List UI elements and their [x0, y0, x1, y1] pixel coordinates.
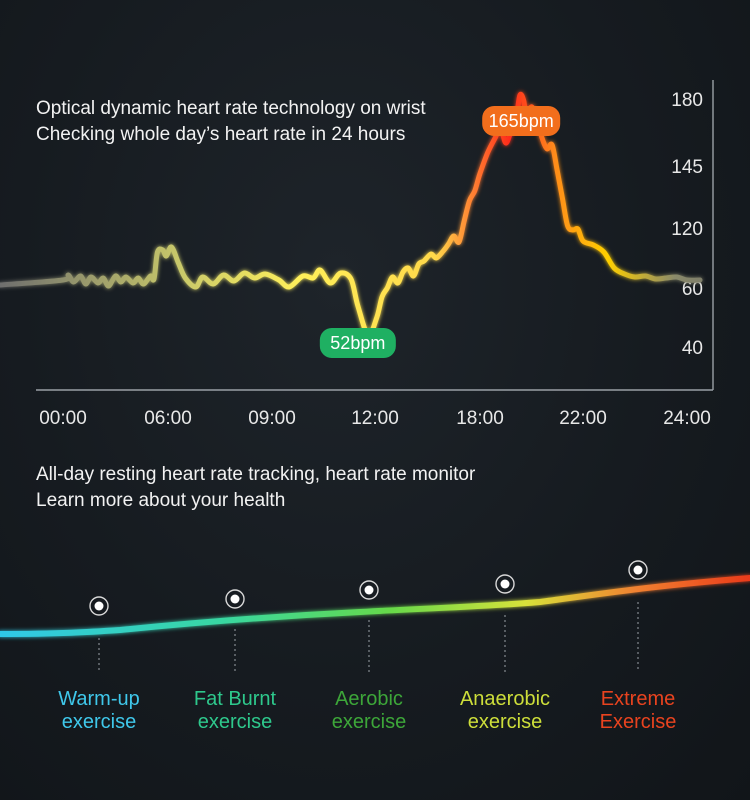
x-tick-label: 06:00	[144, 408, 192, 429]
zone-marker-dot	[633, 565, 643, 575]
x-tick-label: 12:00	[351, 408, 399, 429]
zone-marker-ring	[495, 574, 515, 594]
section-line-1: All-day resting heart rate tracking, hea…	[36, 464, 476, 485]
zone-markers	[89, 560, 648, 672]
annotation-label: 52bpm	[330, 333, 385, 353]
annotation-label: 165bpm	[489, 111, 554, 131]
x-tick-label: 24:00	[663, 408, 711, 429]
zone-label-line-1: Aerobic	[335, 688, 403, 710]
zone-label: Extreme Exercise	[568, 688, 708, 734]
zone-marker-dot	[230, 594, 240, 604]
zone-marker-ring	[89, 596, 109, 616]
chart-axes	[36, 80, 714, 391]
zone-label-line-1: Fat Burnt	[193, 688, 277, 710]
y-tick-label: 40	[682, 338, 703, 359]
zone-label: Fat Burnt exercise	[165, 688, 305, 734]
x-tick-label: 00:00	[39, 408, 87, 429]
y-tick-label: 120	[671, 219, 703, 240]
x-axis-ticks: 00:00 06:00 09:00 12:00 18:00 22:00 24:00	[39, 408, 711, 429]
zone-label: Warm-up exercise	[29, 688, 169, 734]
chart-headline: Optical dynamic heart rate technology on…	[36, 96, 426, 148]
y-tick-label: 180	[671, 90, 703, 111]
zone-label-line-2: exercise	[61, 711, 137, 733]
zone-label-line-2: Exercise	[599, 711, 677, 733]
section-line-2: Learn more about your health	[36, 490, 286, 511]
zone-marker-dot	[500, 579, 510, 589]
section-headline: All-day resting heart rate tracking, hea…	[36, 462, 475, 514]
heart-rate-zone-diagram	[0, 575, 750, 637]
zone-label: Anaerobic exercise	[435, 688, 575, 734]
zone-marker-ring	[359, 580, 379, 600]
x-tick-label: 18:00	[456, 408, 504, 429]
zone-marker-dot	[94, 601, 104, 611]
chart-annotations: 165bpm 52bpm	[319, 106, 561, 358]
annotation-badge	[319, 328, 396, 358]
zone-label: Aerobic exercise	[299, 688, 439, 734]
heart-rate-series-line	[0, 91, 703, 338]
zone-marker-ring	[628, 560, 648, 580]
x-tick-label: 22:00	[559, 408, 607, 429]
zone-label-line-2: exercise	[197, 711, 273, 733]
annotation-badge	[482, 106, 561, 136]
zone-marker-dot	[364, 585, 374, 595]
y-tick-label: 145	[671, 157, 703, 178]
y-axis-ticks: 180 145 120 60 40	[671, 90, 703, 359]
headline-line-1: Optical dynamic heart rate technology on…	[36, 98, 426, 119]
x-tick-label: 09:00	[248, 408, 296, 429]
zone-marker-ring	[225, 589, 245, 609]
zone-label-line-2: exercise	[467, 711, 543, 733]
zone-label-line-2: exercise	[331, 711, 407, 733]
zone-intensity-curve	[0, 575, 750, 637]
zone-label-line-1: Warm-up	[58, 688, 140, 710]
y-tick-label: 60	[682, 279, 703, 300]
zone-label-line-1: Anaerobic	[459, 688, 551, 710]
headline-line-2: Checking whole day’s heart rate in 24 ho…	[36, 124, 406, 145]
zone-label-line-1: Extreme	[600, 688, 676, 710]
heart-rate-points	[62, 94, 688, 336]
